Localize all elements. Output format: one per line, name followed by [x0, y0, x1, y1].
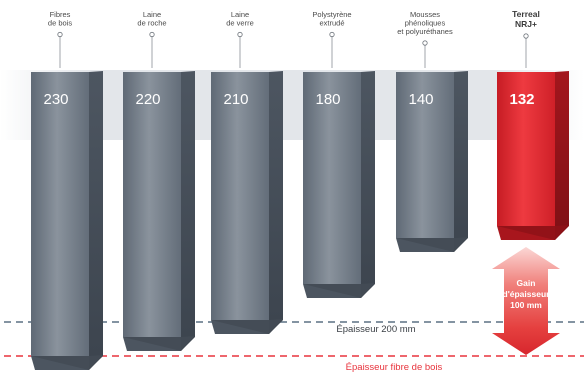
bar-value-label: 140: [408, 91, 433, 108]
bar-front: [303, 72, 361, 284]
bar-bottom-edge: [396, 237, 468, 252]
reference-line-label-1: Épaisseur 200 mm: [336, 324, 415, 335]
category-label-2: Laine de roche: [137, 10, 167, 68]
category-pin-dot: [149, 31, 155, 38]
category-pin-dot: [237, 31, 243, 38]
bar-side: [555, 71, 569, 240]
bar-4: 180: [303, 71, 375, 298]
bar-2: 220: [123, 71, 195, 351]
category-label-text: Fibres de bois: [48, 10, 72, 28]
bar-front: [396, 72, 454, 238]
gain-arrow: [492, 247, 560, 355]
bar-bottom-edge: [123, 336, 195, 351]
bar-side: [89, 71, 103, 370]
bar-value-label: 180: [315, 91, 340, 108]
category-label-text: Polystyrène extrudé: [312, 10, 351, 28]
category-label-text: Terreal NRJ+: [512, 9, 540, 29]
category-label-text: Laine de verre: [226, 10, 254, 28]
bar-value-label: 230: [43, 91, 68, 108]
category-label-6: Terreal NRJ+: [512, 9, 540, 68]
category-label-text: Mousses phénoliques et polyuréthanes: [397, 10, 453, 36]
bar-value-label: 132: [509, 91, 534, 108]
category-labels: Fibres de bois Laine de roche Laine de verre P…: [48, 9, 540, 68]
category-pin-dot: [57, 31, 63, 38]
category-pin-dot: [329, 31, 335, 38]
bar-6: 132: [497, 71, 569, 240]
bar-bottom-edge: [31, 355, 103, 370]
bar-5: 140: [396, 71, 468, 252]
category-pin-dot: [523, 33, 529, 39]
bar-front: [123, 72, 181, 337]
bar-side: [181, 71, 195, 351]
bar-side: [454, 71, 468, 252]
bar-bottom-edge: [211, 319, 283, 334]
category-label-5: Mousses phénoliques et polyuréthanes: [397, 10, 453, 68]
category-pin-dot: [422, 40, 428, 46]
reference-line-label-2: Épaisseur fibre de bois: [346, 362, 443, 373]
bar-side: [269, 71, 283, 334]
bar-side: [361, 71, 375, 298]
bar-bottom-edge: [303, 283, 375, 298]
category-label-4: Polystyrène extrudé: [312, 10, 352, 68]
gain-label: Gain d'épaisseur 100 mm: [503, 278, 551, 310]
bar-front: [497, 72, 555, 226]
bar-value-label: 210: [223, 91, 248, 108]
bar-front: [31, 72, 89, 356]
category-label-text: Laine de roche: [137, 10, 166, 28]
category-label-3: Laine de verre: [226, 10, 254, 68]
bar-bottom-edge: [497, 225, 569, 240]
bar-front: [211, 72, 269, 320]
bar-3: 210: [211, 71, 283, 334]
gain-annotation: Gain d'épaisseur 100 mm: [492, 247, 560, 355]
bars: 230 220 210 180 140 132: [31, 71, 569, 370]
bar-value-label: 220: [135, 91, 160, 108]
bar-1: 230: [31, 71, 103, 370]
category-label-1: Fibres de bois: [48, 10, 72, 68]
